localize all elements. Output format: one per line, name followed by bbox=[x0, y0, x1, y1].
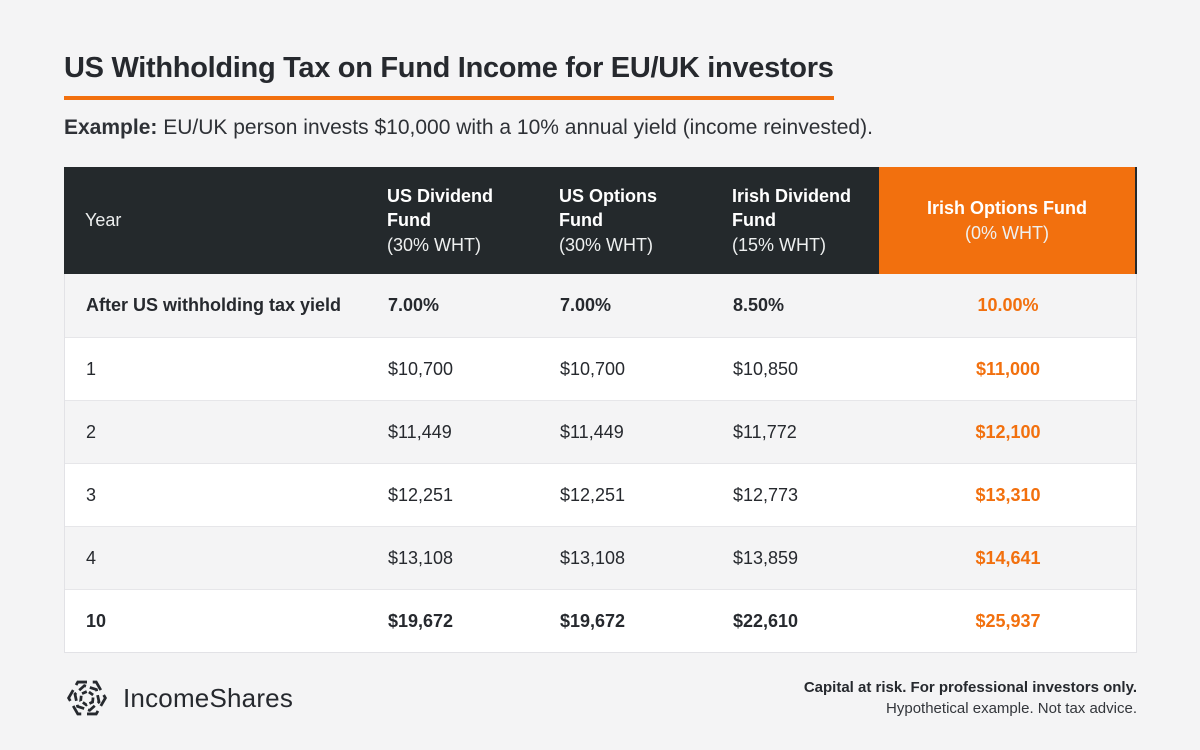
page-title: US Withholding Tax on Fund Income for EU… bbox=[64, 52, 834, 100]
footer: IncomeShares Capital at risk. For profes… bbox=[64, 675, 1137, 721]
brand-lockup: IncomeShares bbox=[64, 675, 293, 721]
disclaimer-line-1: Capital at risk. For professional invest… bbox=[803, 678, 1137, 696]
column-header-irish-options-fund-highlighted: Irish Options Fund (0% WHT) bbox=[879, 167, 1135, 274]
column-header-irish-dividend-fund: Irish Dividend Fund (15% WHT) bbox=[732, 186, 852, 255]
brand-name: IncomeShares bbox=[123, 682, 294, 713]
table-header-row: Year US Dividend Fund (30% WHT) US Optio… bbox=[64, 167, 1137, 274]
column-header-year: Year bbox=[85, 210, 122, 231]
wht-comparison-table: Year US Dividend Fund (30% WHT) US Optio… bbox=[64, 167, 1137, 653]
example-label: Example: bbox=[64, 116, 158, 139]
table-row-year-2: 2 $11,449 $11,449 $11,772 $12,100 bbox=[65, 400, 1136, 463]
incomeshares-logo-icon bbox=[64, 675, 110, 721]
table-row-year-10: 10 $19,672 $19,672 $22,610 $25,937 bbox=[65, 589, 1136, 652]
disclaimer-line-2: Hypothetical example. Not tax advice. bbox=[886, 700, 1137, 717]
table-row-year-4: 4 $13,108 $13,108 $13,859 $14,641 bbox=[65, 526, 1136, 589]
example-text: EU/UK person invests $10,000 with a 10% … bbox=[163, 116, 873, 139]
table-row-year-1: 1 $10,700 $10,700 $10,850 $11,000 bbox=[65, 337, 1136, 400]
example-subtitle: Example: EU/UK person invests $10,000 wi… bbox=[64, 116, 1137, 140]
column-header-us-dividend-fund: US Dividend Fund (30% WHT) bbox=[387, 186, 494, 255]
column-header-us-options-fund: US Options Fund (30% WHT) bbox=[559, 186, 657, 255]
content-column: US Withholding Tax on Fund Income for EU… bbox=[64, 0, 1137, 721]
disclaimer: Capital at risk. For professional invest… bbox=[804, 677, 1137, 720]
table-row-yield: After US withholding tax yield 7.00% 7.0… bbox=[65, 274, 1136, 337]
table-row-year-3: 3 $12,251 $12,251 $12,773 $13,310 bbox=[65, 463, 1136, 526]
